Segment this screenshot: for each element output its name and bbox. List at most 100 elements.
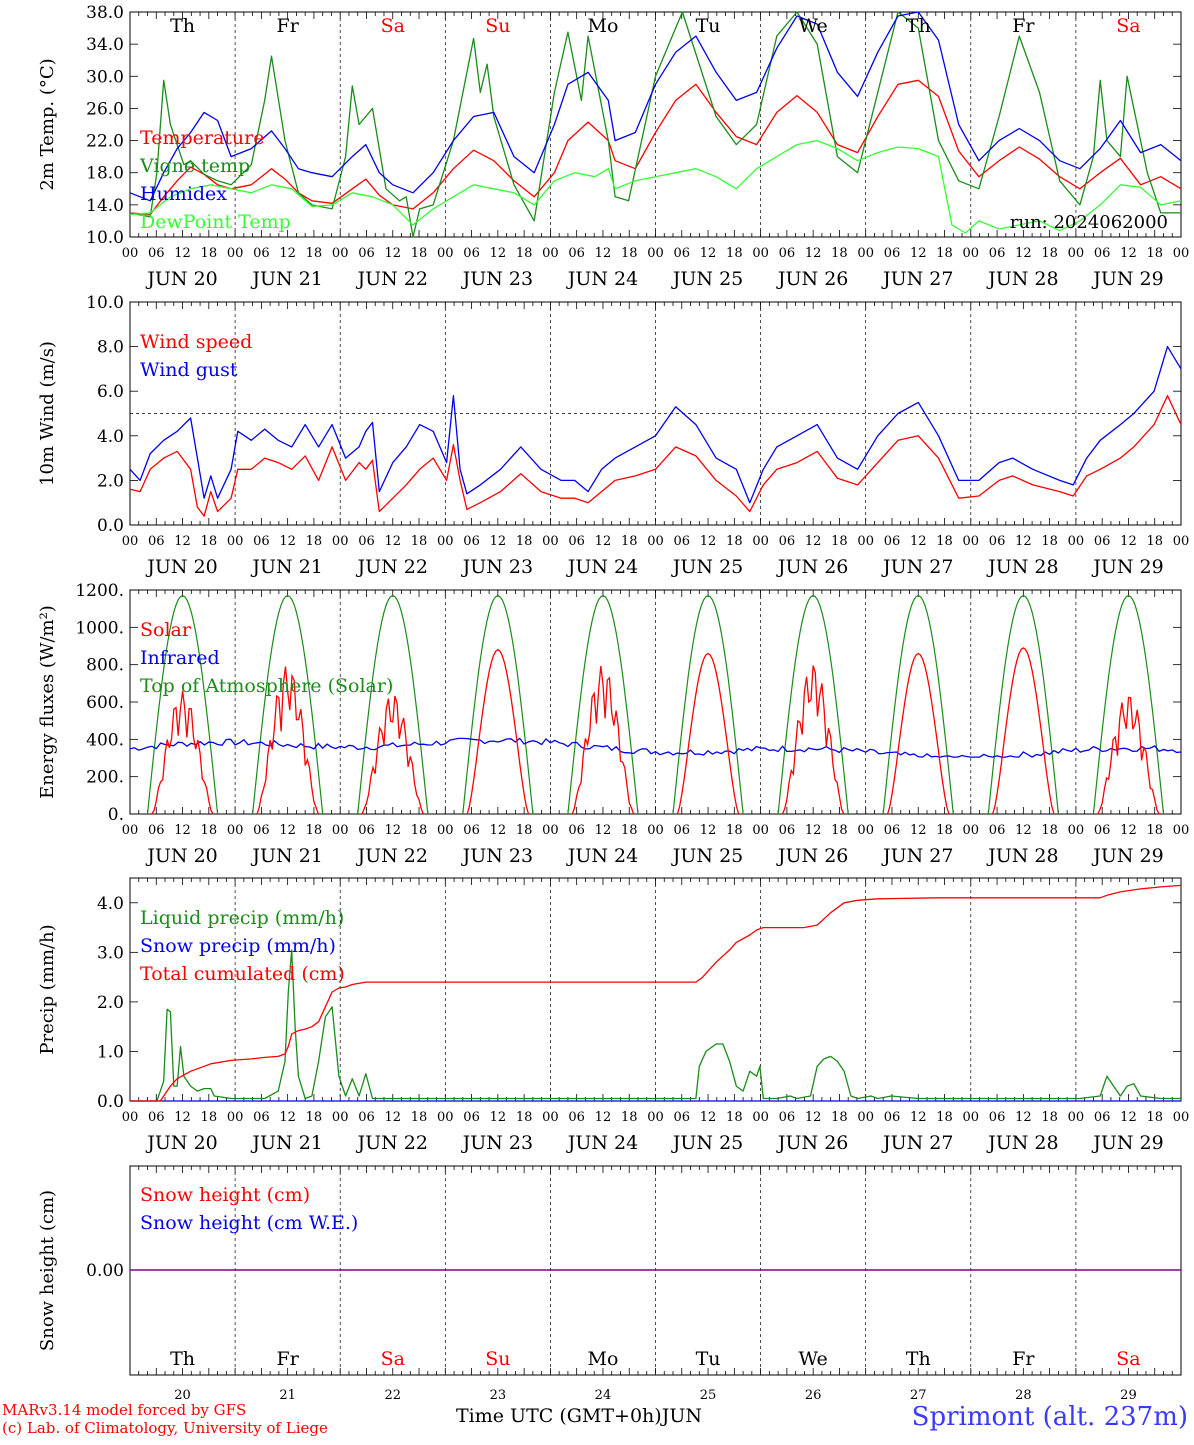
- hour-tick-label: 06: [674, 534, 691, 549]
- date-label: JUN 23: [461, 845, 533, 867]
- hour-tick-label: 12: [595, 534, 612, 549]
- y-axis-label: Snow height (cm): [37, 1190, 58, 1351]
- hour-tick-label: 00: [752, 1110, 769, 1125]
- hour-tick-label: 06: [674, 246, 691, 261]
- hour-tick-label: 12: [174, 823, 191, 838]
- y-tick-label: 800.: [86, 656, 124, 676]
- hour-tick-label: 12: [805, 246, 822, 261]
- toa-solar-curve: [357, 594, 429, 815]
- hour-tick-label: 00: [963, 246, 980, 261]
- hour-tick-label: 12: [1015, 534, 1032, 549]
- y-tick-label: 0.00: [86, 1261, 124, 1281]
- legend-entry: Top of Atmosphere (Solar): [140, 675, 393, 697]
- hour-tick-label: 12: [910, 1110, 927, 1125]
- day-abbr-label: Th: [170, 1348, 195, 1370]
- hour-tick-label: 18: [516, 534, 533, 549]
- y-tick-label: 0.0: [97, 516, 124, 536]
- hour-tick-label: 06: [989, 1110, 1006, 1125]
- hour-tick-label: 18: [411, 1110, 428, 1125]
- hour-tick-label: 06: [358, 534, 375, 549]
- day-abbr-label: Fr: [277, 15, 300, 37]
- hour-tick-label: 00: [437, 1110, 454, 1125]
- toa-solar-curve: [1092, 594, 1165, 815]
- hour-tick-label: 18: [726, 246, 743, 261]
- legend-entry: Total cumulated (cm): [140, 963, 345, 985]
- date-label: JUN 25: [671, 1132, 743, 1154]
- hour-tick-label: 18: [621, 823, 638, 838]
- date-label: JUN 23: [461, 556, 533, 578]
- hour-tick-label: 12: [490, 823, 507, 838]
- y-tick-label: 4.0: [97, 894, 124, 914]
- day-abbr-label: Su: [485, 15, 510, 37]
- date-label: JUN 28: [986, 556, 1058, 578]
- date-label: JUN 27: [881, 556, 953, 578]
- hour-tick-label: 06: [884, 246, 901, 261]
- toa-solar-curve: [777, 594, 849, 815]
- hour-tick-label: 06: [358, 823, 375, 838]
- hour-tick-label: 18: [306, 246, 323, 261]
- day-abbr-label: We: [799, 1348, 828, 1370]
- hour-tick-label: 06: [463, 534, 480, 549]
- hour-tick-label: 12: [279, 534, 296, 549]
- hour-tick-label: 18: [621, 1110, 638, 1125]
- station-name: Sprimont (alt. 237m): [911, 1402, 1188, 1432]
- hour-tick-label: 06: [779, 1110, 796, 1125]
- toa-solar-curve: [462, 594, 534, 815]
- legend-entry: Humidex: [140, 183, 227, 205]
- date-label: JUN 21: [250, 268, 322, 290]
- panel-frame: [129, 589, 1182, 815]
- date-label: JUN 24: [566, 268, 638, 290]
- date-label: JUN 26: [776, 556, 848, 578]
- y-tick-label: 0.: [108, 805, 124, 825]
- hour-tick-label: 06: [674, 1110, 691, 1125]
- y-tick-label: 2.0: [97, 993, 124, 1013]
- legend-entry: Infrared: [140, 647, 220, 669]
- hour-tick-label: 06: [463, 1110, 480, 1125]
- solar-line: [466, 648, 530, 815]
- hour-tick-label: 00: [647, 823, 664, 838]
- hour-tick-label: 12: [1120, 1110, 1137, 1125]
- series-line: [129, 395, 1182, 517]
- toa-solar-curve: [672, 594, 744, 815]
- y-tick-label: 10.0: [86, 293, 124, 313]
- y-axis-label: Energy fluxes (W/m²): [37, 605, 58, 799]
- hour-tick-label: 00: [332, 534, 349, 549]
- hour-tick-label: 00: [647, 1110, 664, 1125]
- y-tick-label: 600.: [86, 693, 124, 713]
- x-axis-month: JUN: [661, 1405, 702, 1427]
- day-number-label: 25: [700, 1388, 717, 1403]
- hour-tick-label: 06: [568, 534, 585, 549]
- y-tick-label: 34.0: [86, 35, 124, 55]
- hour-tick-label: 18: [411, 823, 428, 838]
- y-tick-label: 6.0: [97, 382, 124, 402]
- hour-tick-label: 00: [1068, 534, 1085, 549]
- y-tick-label: 1000.: [75, 618, 124, 638]
- day-abbr-label: Th: [906, 15, 931, 37]
- hour-tick-label: 18: [726, 823, 743, 838]
- hour-tick-label: 06: [568, 1110, 585, 1125]
- hour-tick-label: 00: [963, 534, 980, 549]
- toa-solar-curve: [567, 594, 639, 815]
- y-tick-label: 3.0: [97, 943, 124, 963]
- date-label: JUN 21: [250, 556, 322, 578]
- day-number-label: 26: [805, 1388, 822, 1403]
- day-number-label: 21: [279, 1388, 296, 1403]
- hour-tick-label: 06: [568, 246, 585, 261]
- hour-tick-label: 06: [148, 1110, 165, 1125]
- hour-tick-label: 18: [516, 823, 533, 838]
- hour-tick-label: 06: [148, 823, 165, 838]
- hour-tick-label: 12: [595, 246, 612, 261]
- hour-tick-label: 00: [437, 534, 454, 549]
- hour-tick-label: 00: [1068, 246, 1085, 261]
- hour-tick-label: 06: [884, 823, 901, 838]
- hour-tick-label: 00: [963, 1110, 980, 1125]
- hour-tick-label: 00: [227, 534, 244, 549]
- x-axis-labels: 00 06 12 18 00 06 12 18 00 06 12 18 00 06 12 18 00 06 12 18…: [122, 246, 1190, 290]
- date-label: JUN 28: [986, 845, 1058, 867]
- hour-tick-label: 12: [1120, 823, 1137, 838]
- date-label: JUN 23: [461, 268, 533, 290]
- hour-tick-label: 18: [1041, 534, 1058, 549]
- date-label: JUN 22: [356, 268, 428, 290]
- date-label: JUN 20: [145, 1132, 217, 1154]
